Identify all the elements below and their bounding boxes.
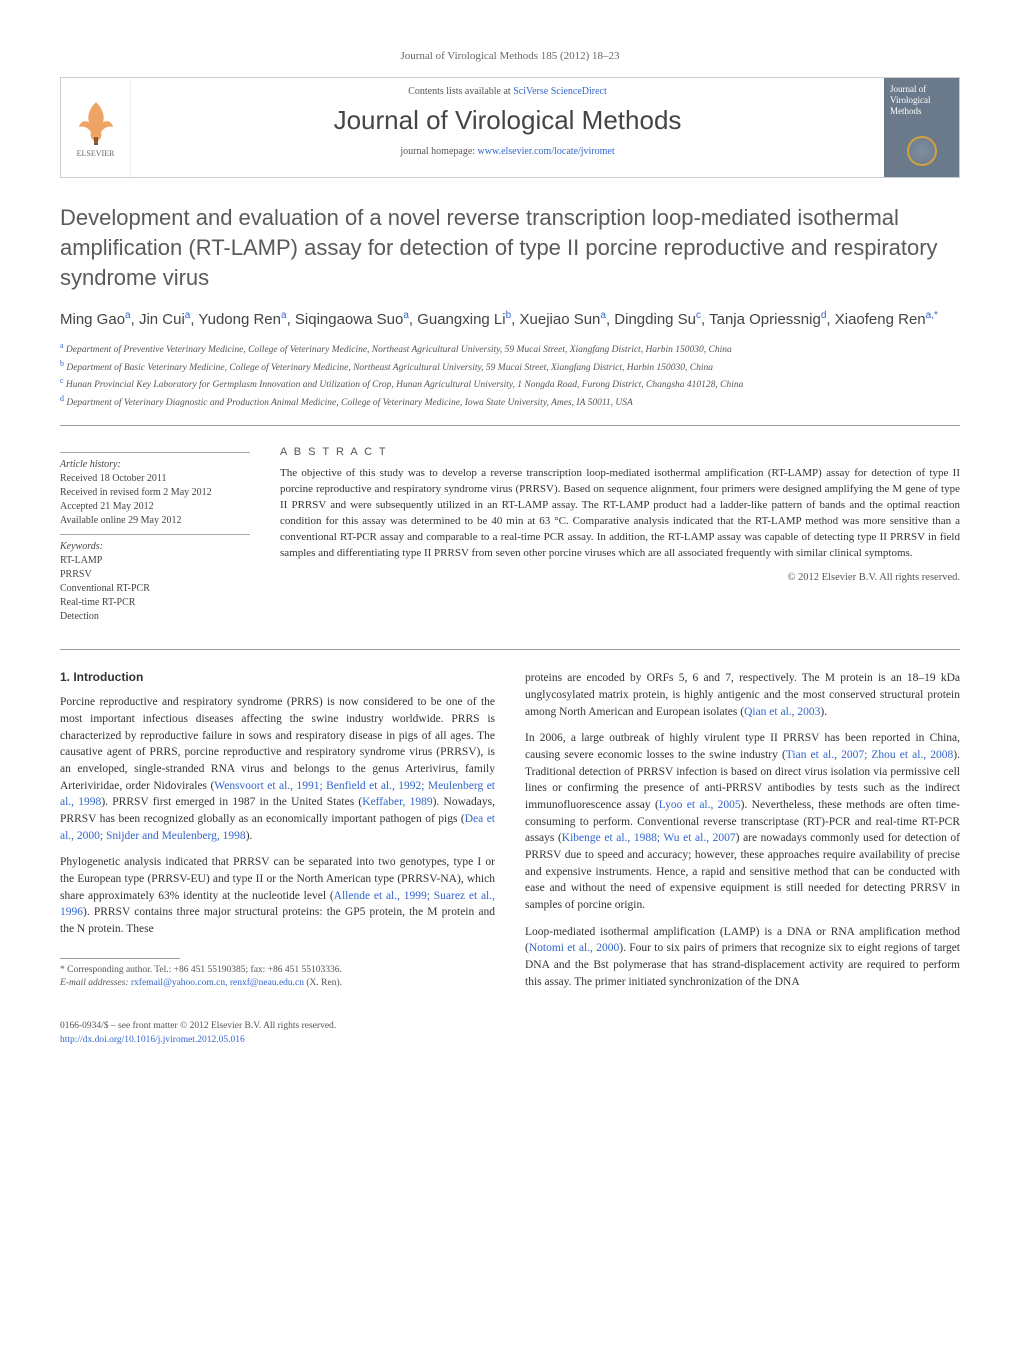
abstract-text: The objective of this study was to devel… — [280, 466, 960, 562]
affiliation-line: b Department of Basic Veterinary Medicin… — [60, 358, 960, 375]
article-title: Development and evaluation of a novel re… — [60, 203, 960, 292]
journal-cover-thumbnail: Journal of Virological Methods — [884, 78, 959, 177]
affiliation-line: d Department of Veterinary Diagnostic an… — [60, 393, 960, 410]
elsevier-logo: ELSEVIER — [61, 78, 131, 177]
body-paragraph: Porcine reproductive and respiratory syn… — [60, 694, 495, 844]
author-email-link[interactable]: rxfemail@yahoo.com.cn, renxf@neau.edu.cn — [131, 978, 304, 988]
doi-link[interactable]: http://dx.doi.org/10.1016/j.jviromet.201… — [60, 1035, 245, 1045]
history-line: Received in revised form 2 May 2012 — [60, 486, 250, 500]
authors-list: Ming Gaoa, Jin Cuia, Yudong Rena, Siqing… — [60, 310, 960, 328]
affiliation-line: a Department of Preventive Veterinary Me… — [60, 340, 960, 357]
cover-title: Journal of Virological Methods — [890, 84, 953, 116]
journal-homepage: journal homepage: www.elsevier.com/locat… — [141, 146, 874, 157]
keyword-line: RT-LAMP — [60, 554, 250, 568]
footnote-separator — [60, 958, 180, 959]
keywords-heading: Keywords: — [60, 541, 250, 552]
elsevier-tree-icon — [71, 97, 121, 147]
journal-reference: Journal of Virological Methods 185 (2012… — [60, 50, 960, 62]
corr-author-line: * Corresponding author. Tel.: +86 451 55… — [60, 964, 495, 977]
homepage-prefix: journal homepage: — [400, 146, 477, 157]
issn-line: 0166-0934/$ – see front matter © 2012 El… — [60, 1020, 960, 1033]
page-footer: 0166-0934/$ – see front matter © 2012 El… — [60, 1020, 960, 1047]
affiliation-line: c Hunan Provincial Key Laboratory for Ge… — [60, 375, 960, 392]
introduction-heading: 1. Introduction — [60, 670, 495, 684]
body-paragraph: proteins are encoded by ORFs 5, 6 and 7,… — [525, 670, 960, 720]
keyword-line: Conventional RT-PCR — [60, 582, 250, 596]
history-line: Available online 29 May 2012 — [60, 514, 250, 528]
journal-name: Journal of Virological Methods — [141, 105, 874, 136]
right-column: proteins are encoded by ORFs 5, 6 and 7,… — [525, 670, 960, 1000]
body-paragraph: In 2006, a large outbreak of highly viru… — [525, 730, 960, 913]
journal-header: ELSEVIER Contents lists available at Sci… — [60, 77, 960, 178]
body-paragraph: Phylogenetic analysis indicated that PRR… — [60, 854, 495, 937]
contents-available: Contents lists available at SciVerse Sci… — [141, 86, 874, 97]
email-suffix: (X. Ren). — [304, 978, 342, 988]
history-line: Received 18 October 2011 — [60, 472, 250, 486]
section-divider — [60, 649, 960, 650]
email-label: E-mail addresses: — [60, 978, 131, 988]
sciencedirect-link[interactable]: SciVerse ScienceDirect — [513, 86, 607, 97]
article-info-sidebar: Article history: Received 18 October 201… — [60, 446, 250, 624]
history-line: Accepted 21 May 2012 — [60, 500, 250, 514]
body-paragraph: Loop-mediated isothermal amplification (… — [525, 924, 960, 991]
abstract-heading: A B S T R A C T — [280, 446, 960, 458]
left-column: 1. Introduction Porcine reproductive and… — [60, 670, 495, 1000]
elsevier-label: ELSEVIER — [77, 149, 115, 158]
abstract-copyright: © 2012 Elsevier B.V. All rights reserved… — [280, 572, 960, 583]
article-history-heading: Article history: — [60, 459, 250, 470]
corresponding-author-footnote: * Corresponding author. Tel.: +86 451 55… — [60, 964, 495, 991]
cover-graphic-icon — [907, 136, 937, 166]
keyword-line: PRRSV — [60, 568, 250, 582]
section-divider — [60, 425, 960, 426]
contents-prefix: Contents lists available at — [408, 86, 513, 97]
keyword-line: Real-time RT-PCR — [60, 596, 250, 610]
homepage-link[interactable]: www.elsevier.com/locate/jviromet — [478, 146, 615, 157]
affiliations: a Department of Preventive Veterinary Me… — [60, 340, 960, 410]
keyword-line: Detection — [60, 610, 250, 624]
